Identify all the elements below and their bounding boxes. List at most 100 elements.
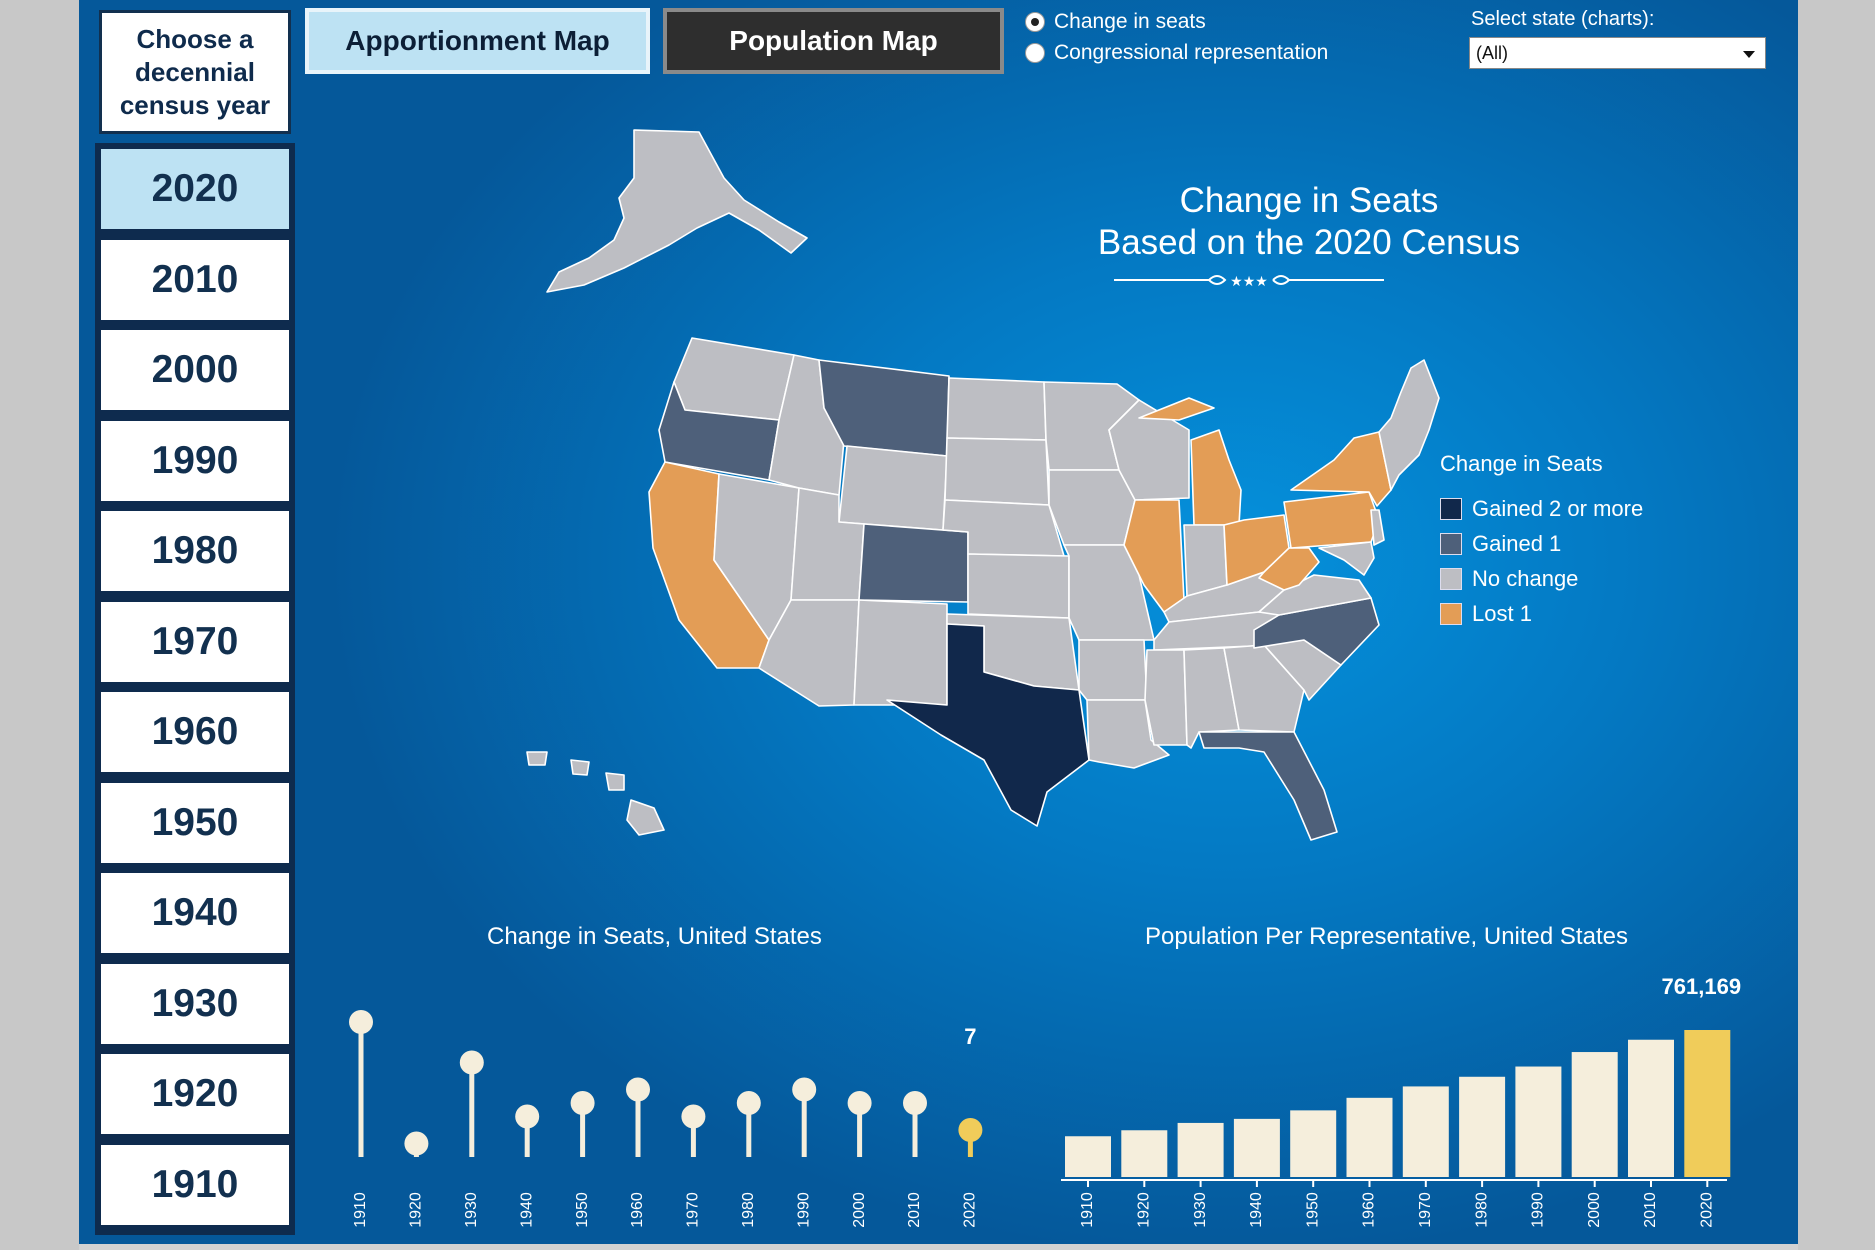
x-tick-label: 1950 [574, 1192, 591, 1228]
radio-button-icon[interactable] [1025, 43, 1045, 63]
lollipop-point [626, 1077, 650, 1102]
lollipop-point [459, 1050, 484, 1075]
legend-swatch [1440, 498, 1462, 520]
map-title: Change in Seats Based on the 2020 Census [959, 180, 1659, 264]
app-window: Choose a decennial census year 2020 2010 2… [79, 0, 1798, 1250]
x-tick-label: 2010 [1642, 1192, 1659, 1228]
x-tick-label: 2000 [1586, 1192, 1603, 1228]
x-tick-label: 1930 [463, 1192, 480, 1228]
year-button-1980[interactable]: 1980 [99, 509, 291, 593]
year-button-1930[interactable]: 1930 [99, 961, 291, 1046]
bar [1459, 1076, 1506, 1177]
x-tick-label: 2020 [962, 1192, 979, 1228]
state-mississippi[interactable] [1144, 649, 1188, 746]
year-button-1970[interactable]: 1970 [99, 599, 291, 684]
population-map-button[interactable]: Population Map [663, 8, 1004, 74]
legend-label: Gained 2 or more [1472, 496, 1644, 521]
state-michigan[interactable] [1138, 397, 1215, 421]
x-tick-label: 1920 [1136, 1192, 1153, 1228]
svg-text:★★★: ★★★ [1230, 273, 1268, 289]
state-select-dropdown[interactable]: (All) [1469, 37, 1766, 69]
x-tick-label: 1940 [1248, 1192, 1265, 1228]
radio-label: Change in seats [1054, 10, 1206, 33]
bar [1402, 1086, 1449, 1177]
apportionment-map-button[interactable]: Apportionment Map [305, 8, 650, 74]
x-tick-label: 2010 [906, 1192, 923, 1228]
bar [1684, 1030, 1731, 1177]
radio-change-in-seats[interactable]: Change in seats [1025, 10, 1206, 34]
bar [1233, 1118, 1280, 1177]
state-hawaii[interactable] [570, 759, 590, 776]
year-button-1920[interactable]: 1920 [99, 1052, 291, 1136]
bar [1346, 1097, 1393, 1177]
map-title-line2: Based on the 2020 Census [1097, 223, 1521, 262]
legend-label: Lost 1 [1472, 601, 1532, 626]
year-button-1950[interactable]: 1950 [99, 780, 291, 865]
state-select-label: Select state (charts): [1471, 8, 1655, 30]
population-per-rep-chart-title: Population Per Representative, United St… [1145, 923, 1628, 950]
bar [1121, 1130, 1168, 1177]
state-hawaii[interactable] [526, 751, 548, 766]
lollipop-point [958, 1118, 983, 1142]
bottom-strip [79, 1244, 1798, 1250]
state-hawaii[interactable] [626, 799, 665, 836]
state-ohio[interactable] [1223, 514, 1290, 586]
x-tick-label: 2000 [851, 1192, 868, 1228]
lollipop-point [681, 1104, 706, 1129]
state-florida[interactable] [1198, 731, 1338, 841]
data-label: 7 [964, 1024, 976, 1049]
x-tick-label: 1990 [1530, 1192, 1547, 1228]
x-tick-label: 1920 [408, 1192, 425, 1228]
year-button-2000[interactable]: 2000 [99, 328, 291, 412]
state-delaware-maryland[interactable] [1318, 541, 1375, 576]
change-in-seats-chart-title: Change in Seats, United States [487, 923, 822, 950]
state-new-jersey[interactable] [1370, 509, 1385, 546]
lollipop-point [349, 1010, 373, 1034]
year-chooser-header: Choose a decennial census year [99, 10, 291, 134]
x-tick-label: 1950 [1304, 1192, 1321, 1228]
legend-item: Gained 1 [1440, 531, 1561, 557]
year-button-1990[interactable]: 1990 [99, 418, 291, 503]
lollipop-point [404, 1131, 429, 1156]
x-tick-label: 1980 [1473, 1192, 1490, 1228]
legend-item: Lost 1 [1440, 601, 1532, 627]
state-new-england[interactable] [1378, 359, 1440, 491]
radio-congressional-representation[interactable]: Congressional representation [1025, 41, 1328, 65]
lollipop-point [847, 1091, 872, 1115]
x-tick-label: 1980 [740, 1192, 757, 1228]
radio-label: Congressional representation [1054, 41, 1329, 64]
map-title-line1: Change in Seats [1179, 181, 1439, 220]
x-tick-label: 1960 [629, 1192, 646, 1228]
x-tick-label: 1940 [518, 1192, 535, 1228]
state-texas[interactable] [886, 623, 1090, 827]
state-wisconsin[interactable] [1108, 399, 1190, 501]
bar [1628, 1039, 1674, 1177]
x-tick-label: 1970 [685, 1192, 702, 1228]
year-button-1960[interactable]: 1960 [99, 690, 291, 774]
lollipop-point [736, 1091, 761, 1115]
title-ornament-icon: ★★★ [1114, 273, 1384, 289]
legend-label: Gained 1 [1472, 531, 1562, 556]
data-label: 761,169 [1662, 974, 1742, 999]
x-tick-label: 1910 [352, 1192, 369, 1228]
bar [1177, 1122, 1224, 1177]
year-button-2020[interactable]: 2020 [99, 147, 291, 231]
state-alaska[interactable] [546, 129, 808, 293]
legend-swatch [1440, 533, 1462, 555]
x-tick-label: 2020 [1699, 1192, 1716, 1228]
chevron-down-icon[interactable] [1743, 51, 1755, 58]
x-tick-label: 1910 [1079, 1192, 1096, 1228]
state-hawaii[interactable] [605, 772, 625, 791]
year-button-2010[interactable]: 2010 [99, 237, 291, 322]
lollipop-point [792, 1077, 817, 1102]
x-tick-label: 1990 [795, 1192, 812, 1228]
year-button-1910[interactable]: 1910 [99, 1142, 291, 1227]
bar [1515, 1066, 1562, 1177]
year-button-1940[interactable]: 1940 [99, 871, 291, 955]
bar [1065, 1136, 1111, 1177]
legend-title: Change in Seats [1440, 451, 1603, 476]
lollipop-point [570, 1091, 595, 1115]
year-list: 2020 2010 2000 1990 1980 1970 1960 1950 1940 1930… [95, 143, 295, 1235]
radio-button-icon[interactable] [1025, 12, 1045, 32]
legend-label: No change [1472, 566, 1579, 591]
